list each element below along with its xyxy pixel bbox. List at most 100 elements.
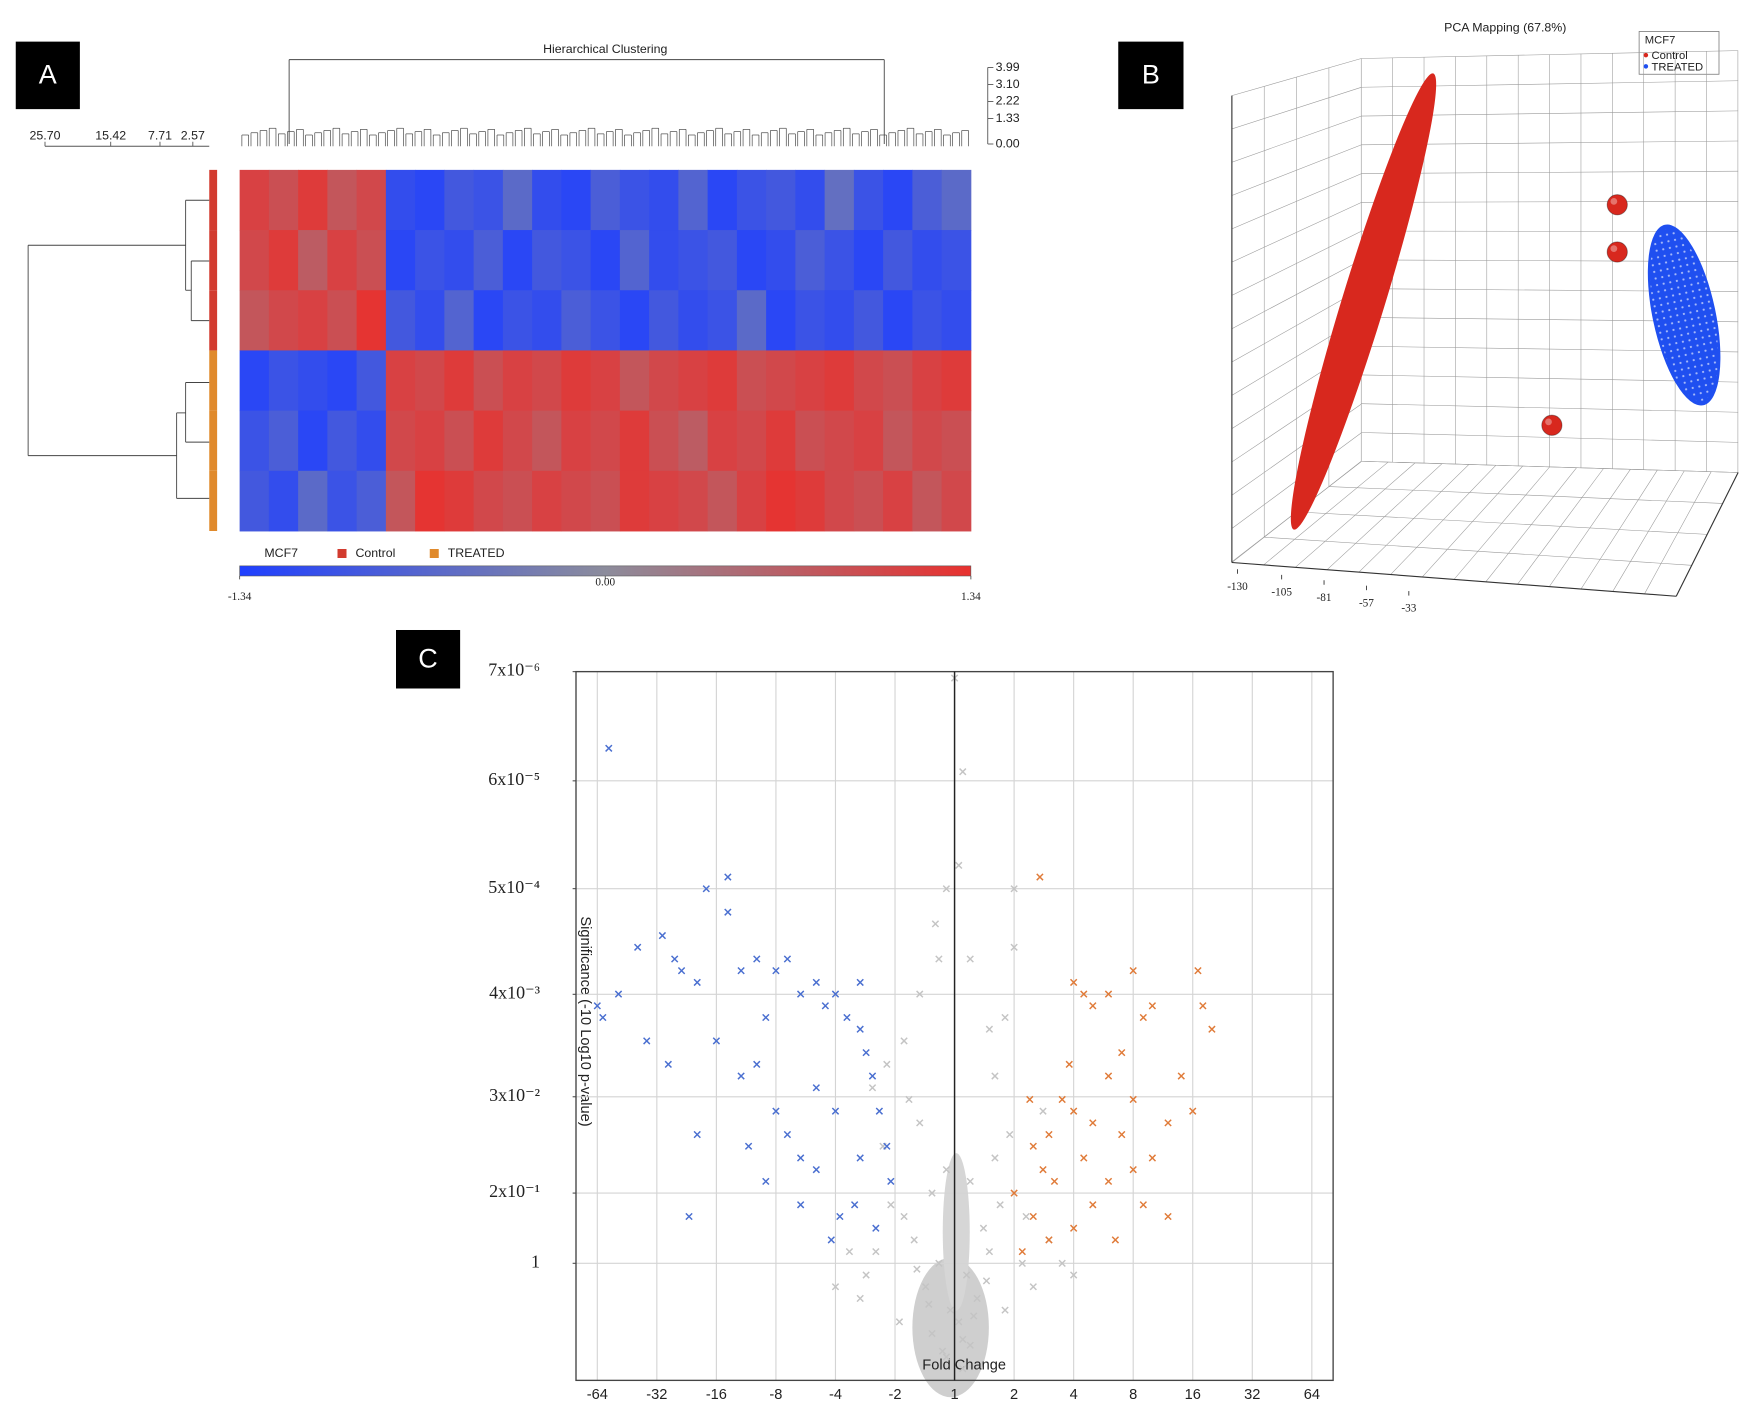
panel-label: B	[1142, 60, 1160, 90]
point	[955, 861, 963, 870]
heatmap-cell	[678, 350, 709, 412]
point	[685, 1212, 693, 1221]
legend-label: Control	[1651, 50, 1687, 62]
heatmap-cell	[649, 169, 679, 231]
point	[634, 943, 642, 951]
heatmap-cell	[561, 230, 592, 291]
point	[875, 1107, 884, 1115]
point	[783, 955, 792, 963]
point	[1018, 1247, 1026, 1256]
point	[737, 1072, 745, 1080]
point	[1164, 1212, 1172, 1221]
heatmap-cell	[532, 230, 562, 291]
x-tick-label: 32	[1244, 1387, 1260, 1403]
panel-label: A	[39, 60, 57, 90]
point	[1026, 1095, 1034, 1104]
heatmap-cell	[532, 350, 562, 412]
heatmap-cell	[736, 410, 767, 472]
point	[905, 1095, 913, 1104]
point	[812, 1166, 820, 1174]
heatmap-cell	[795, 350, 826, 412]
heatmap-cell	[941, 169, 972, 231]
heatmap-cell	[415, 169, 445, 231]
point	[1541, 414, 1563, 436]
point	[744, 1142, 753, 1150]
grid-line	[1361, 201, 1739, 203]
heatmap-cell	[619, 290, 650, 351]
point	[1029, 1283, 1037, 1291]
point	[883, 1142, 891, 1150]
point	[856, 1025, 864, 1033]
point	[942, 1353, 951, 1361]
heatmap-cell	[415, 350, 445, 412]
heatmap-cell	[941, 350, 972, 412]
heatmap-cell	[298, 290, 328, 351]
point	[850, 1201, 859, 1209]
heatmap-cell	[385, 410, 416, 472]
heatmap-cell	[298, 410, 328, 472]
heatmap-cell	[298, 350, 328, 412]
heatmap-cell	[239, 169, 270, 231]
point	[1039, 1107, 1047, 1115]
point	[1080, 1154, 1088, 1162]
heatmap-cell	[912, 350, 943, 412]
heatmap-cell	[385, 290, 416, 351]
y-tick-label: 6x10⁻⁵	[488, 769, 540, 789]
y-tick-label: 5x10⁻⁴	[488, 877, 540, 897]
point	[900, 1212, 908, 1221]
dendrogram-tick-label: 1.33	[996, 111, 1020, 125]
point	[605, 744, 613, 752]
heatmap-cell	[473, 470, 504, 532]
point	[856, 1294, 864, 1303]
point	[1139, 1013, 1147, 1022]
grid-line	[1361, 50, 1739, 59]
point	[913, 1265, 921, 1273]
point	[1118, 1048, 1126, 1057]
heatmap-cell	[795, 169, 826, 231]
x-tick-label: -57	[1359, 597, 1374, 609]
colorbar-label: 1.34	[961, 591, 981, 603]
heatmap-cell	[883, 290, 913, 351]
point	[693, 1130, 701, 1139]
point	[996, 1201, 1004, 1209]
heatmap-cell	[853, 230, 884, 291]
heatmap-cell	[824, 169, 855, 231]
point	[772, 1107, 780, 1115]
heatmap-cell	[795, 230, 826, 291]
heatmap-cell	[473, 350, 504, 412]
point	[1069, 978, 1078, 987]
confidence-ellipsoid-mesh	[1650, 228, 1719, 402]
heatmap-cell	[619, 350, 650, 412]
heatmap-cell	[678, 410, 709, 472]
row-annotation	[209, 410, 218, 471]
heatmap-cell	[824, 350, 855, 412]
point	[1199, 1002, 1207, 1010]
y-tick-label: 2x10⁻¹	[489, 1181, 540, 1201]
heatmap-cell	[561, 410, 592, 472]
heatmap-cell	[912, 169, 943, 231]
point	[845, 1247, 854, 1256]
heatmap-cell	[473, 410, 504, 472]
point	[856, 1154, 864, 1162]
dendrogram-tick-label: 0.00	[996, 136, 1020, 150]
heatmap-cell	[766, 290, 796, 351]
heatmap-cell	[912, 290, 943, 351]
point	[935, 955, 943, 963]
heatmap-cell	[853, 470, 884, 532]
legend-label: TREATED	[1651, 61, 1703, 73]
x-tick-label: 4	[1070, 1387, 1078, 1403]
x-tick-label: -2	[889, 1387, 902, 1403]
point	[938, 1347, 947, 1355]
heatmap-cell	[883, 169, 913, 231]
point	[812, 1084, 820, 1092]
grid-line	[1361, 403, 1739, 413]
point-highlight	[1610, 245, 1618, 252]
legend-marker	[1643, 64, 1649, 69]
heatmap-cell	[649, 350, 679, 412]
heatmap-cell	[415, 470, 445, 532]
point	[925, 1300, 933, 1308]
point	[836, 1212, 844, 1221]
x-tick-label: -81	[1317, 592, 1332, 604]
point	[796, 1154, 805, 1162]
point	[1089, 1002, 1097, 1010]
